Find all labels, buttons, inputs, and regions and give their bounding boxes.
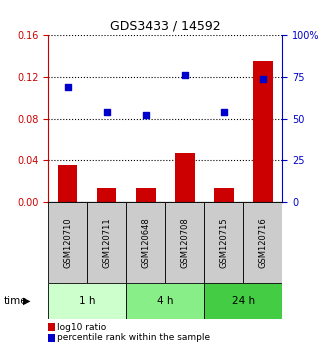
Text: percentile rank within the sample: percentile rank within the sample [57, 333, 210, 342]
Point [221, 109, 226, 115]
Point [143, 113, 148, 118]
Text: GSM120716: GSM120716 [258, 217, 267, 268]
Text: 4 h: 4 h [157, 296, 174, 306]
Bar [175, 153, 195, 202]
Text: log10 ratio: log10 ratio [57, 322, 106, 332]
Bar [243, 202, 282, 283]
Bar [87, 202, 126, 283]
Bar [253, 61, 273, 202]
Text: GSM120711: GSM120711 [102, 217, 111, 268]
Bar [58, 165, 77, 202]
Text: 24 h: 24 h [232, 296, 255, 306]
Text: time: time [3, 296, 27, 306]
Bar [214, 188, 234, 202]
Bar [48, 283, 126, 319]
Text: ▶: ▶ [23, 296, 30, 306]
Text: 1 h: 1 h [79, 296, 95, 306]
Point [260, 76, 265, 81]
Bar [165, 202, 204, 283]
Text: GSM120648: GSM120648 [141, 217, 150, 268]
Point [65, 84, 70, 90]
Text: GSM120710: GSM120710 [63, 217, 72, 268]
Bar [97, 188, 117, 202]
Bar [48, 202, 87, 283]
Bar [136, 188, 156, 202]
Bar [126, 283, 204, 319]
Title: GDS3433 / 14592: GDS3433 / 14592 [110, 20, 221, 33]
Bar [204, 283, 282, 319]
Point [182, 73, 187, 78]
Point [104, 109, 109, 115]
Bar [126, 202, 165, 283]
Text: GSM120715: GSM120715 [219, 217, 229, 268]
Bar [204, 202, 243, 283]
Text: GSM120708: GSM120708 [180, 217, 189, 268]
